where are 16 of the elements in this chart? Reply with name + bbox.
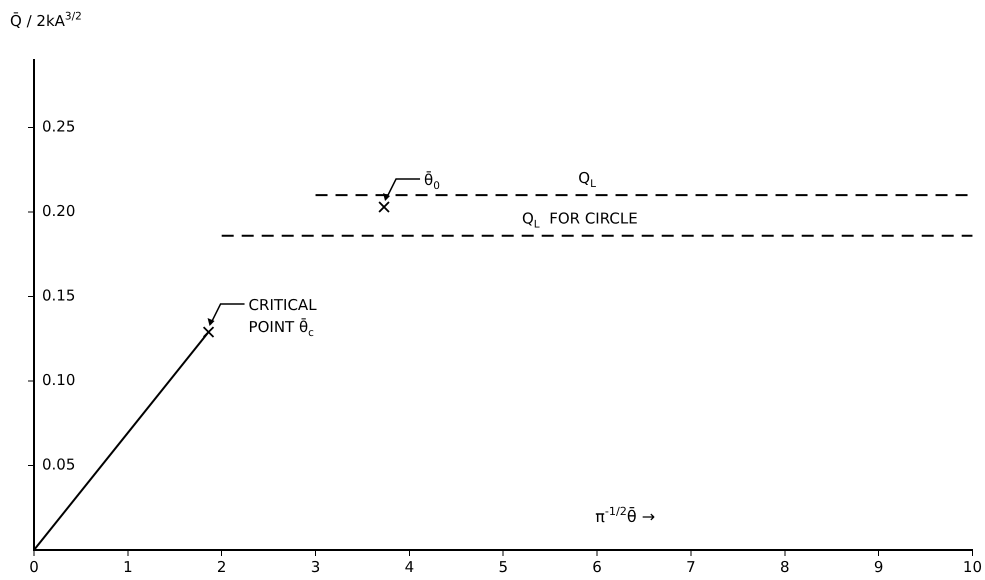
y-tick-label: 0.05 (42, 455, 76, 474)
y-tick-label: 0.10 (42, 370, 76, 389)
x-tick-label: 10 (962, 558, 982, 576)
x-tick-label: 3 (310, 558, 320, 576)
y-tick-label: 0.15 (42, 286, 76, 304)
x-tick-label: 2 (216, 558, 226, 576)
y-tick-label: 0.25 (42, 117, 76, 136)
y-tick-label: 0.20 (42, 202, 76, 220)
x-tick-label: 5 (498, 558, 508, 576)
x-tick-label: 4 (404, 558, 414, 576)
x-tick-label: 6 (592, 558, 602, 576)
x-tick-label: 8 (780, 558, 790, 576)
x-tick-label: 1 (123, 558, 133, 576)
x-tick-label: 9 (874, 558, 884, 576)
x-tick-label: 7 (686, 558, 696, 576)
x-tick-label: 0 (29, 558, 39, 576)
